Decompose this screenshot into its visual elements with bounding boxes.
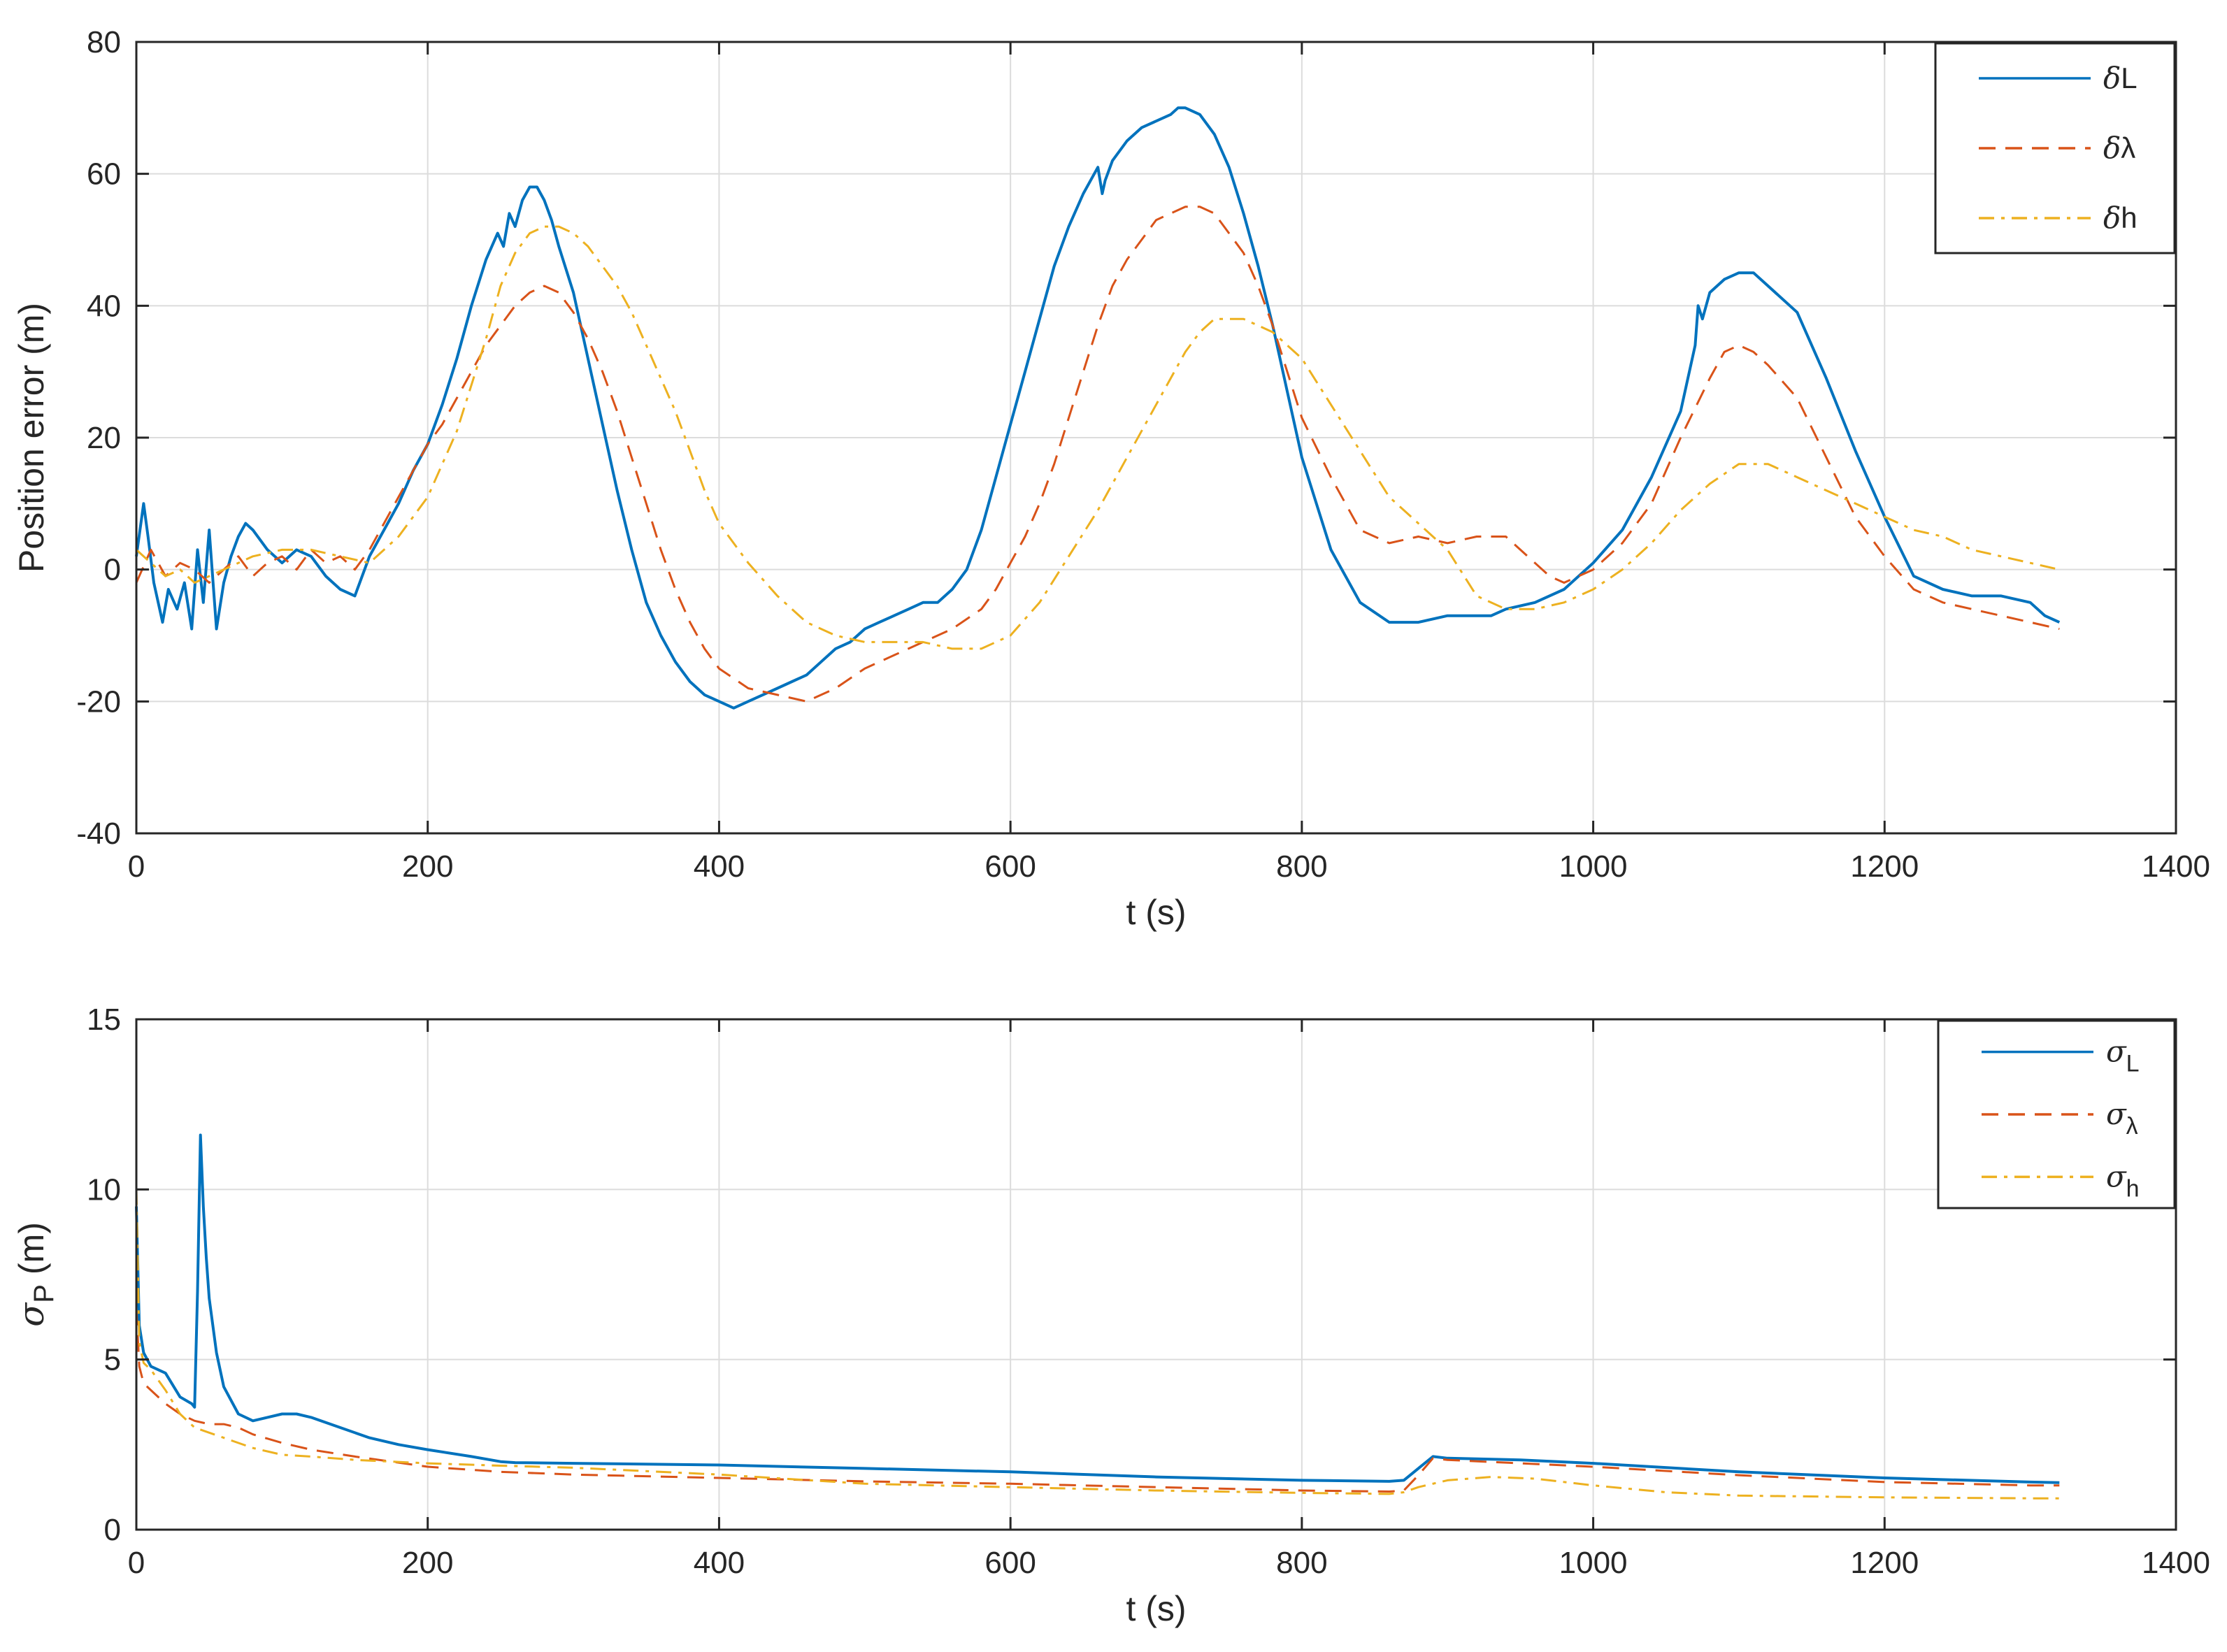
y-tick-label-1: 5 xyxy=(104,1343,121,1377)
y-tick-label-2: 10 xyxy=(87,1172,121,1207)
x-tick-label-3: 600 xyxy=(984,1546,1036,1580)
y-tick-label-0: 0 xyxy=(104,1513,121,1547)
y-tick-label-4: 40 xyxy=(87,289,121,323)
y-tick-label-0: -40 xyxy=(76,817,121,851)
legend-label-2: σh xyxy=(2106,1159,2140,1202)
sigma-p-y-axis-label: σP (m) xyxy=(11,1222,59,1327)
legend-label-2: δh xyxy=(2103,201,2138,235)
x-tick-label-0: 0 xyxy=(128,1546,145,1580)
y-tick-label-5: 60 xyxy=(87,157,121,192)
x-tick-label-6: 1200 xyxy=(1850,1546,1919,1580)
legend-box xyxy=(1934,42,2176,254)
sigma-p-ticks: 0 200 400 600 800 1000 1200 1400 0 5 10 15 xyxy=(87,1003,2210,1580)
position-error-ticks: 0 200 400 600 800 1000 1200 1400 -40 -20 0 20 40 60 80 xyxy=(76,25,2210,884)
series-line-2 xyxy=(135,225,2060,650)
legend-label-1: δλ xyxy=(2103,131,2135,165)
x-tick-label-1: 200 xyxy=(402,849,453,884)
sigma-p-legend: σL σλ σh xyxy=(1937,1019,2176,1209)
x-tick-label-4: 800 xyxy=(1276,1546,1327,1580)
x-tick-label-1: 200 xyxy=(402,1546,453,1580)
series-line-2 xyxy=(135,1189,2060,1500)
y-tick-label-2: 0 xyxy=(104,553,121,587)
x-tick-label-2: 400 xyxy=(694,849,745,884)
position-error-y-axis-label: Position error (m) xyxy=(12,303,51,573)
sigma-p-x-axis-label: t (s) xyxy=(1126,1589,1186,1628)
sigma-p-plot: 0 200 400 600 800 1000 1200 1400 0 5 10 15 t (s) σP… xyxy=(11,1003,2210,1628)
position-error-grid xyxy=(136,41,2177,834)
sigma-p-series xyxy=(135,1133,2060,1500)
legend-label-0: σL xyxy=(2106,1035,2140,1077)
x-tick-label-0: 0 xyxy=(128,849,145,884)
x-tick-label-4: 800 xyxy=(1276,849,1327,884)
x-tick-label-3: 600 xyxy=(984,849,1036,884)
legend-label-0: δL xyxy=(2103,61,2138,95)
position-error-legend: δL δλ δh xyxy=(1934,42,2176,254)
x-tick-label-6: 1200 xyxy=(1850,849,1919,884)
position-error-x-axis-label: t (s) xyxy=(1126,893,1186,932)
x-tick-label-7: 1400 xyxy=(2142,849,2210,884)
x-tick-label-7: 1400 xyxy=(2142,1546,2210,1580)
x-tick-label-2: 400 xyxy=(694,1546,745,1580)
x-tick-label-5: 1000 xyxy=(1559,849,1628,884)
position-error-plot: 0 200 400 600 800 1000 1200 1400 -40 -20 0 20 40 60 80… xyxy=(12,25,2210,932)
series-line-1 xyxy=(135,206,2060,703)
series-line-0 xyxy=(135,106,2061,710)
sigma-p-axes-frame xyxy=(135,1018,2177,1531)
legend-label-1: σλ xyxy=(2106,1097,2138,1140)
y-tick-label-6: 80 xyxy=(87,25,121,59)
x-tick-label-5: 1000 xyxy=(1559,1546,1628,1580)
y-tick-label-1: -20 xyxy=(76,684,121,719)
y-tick-label-3: 20 xyxy=(87,421,121,455)
position-error-series xyxy=(135,106,2061,710)
y-tick-label-3: 15 xyxy=(87,1003,121,1037)
series-line-0 xyxy=(135,1133,2060,1484)
